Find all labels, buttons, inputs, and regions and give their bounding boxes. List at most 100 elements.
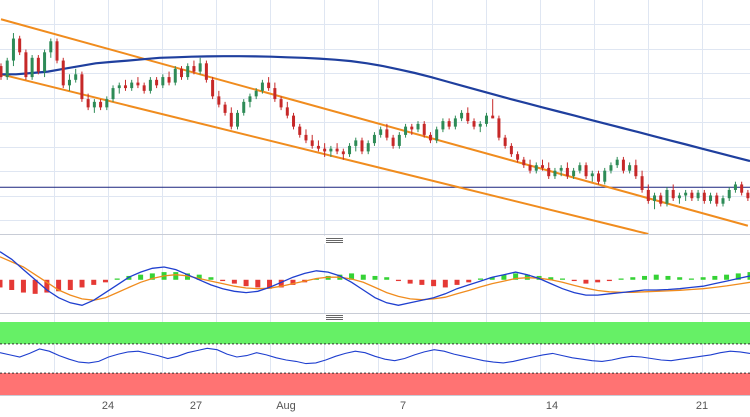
- candle: [578, 162, 582, 174]
- macd-histogram-bar: [712, 275, 718, 280]
- candle: [677, 192, 681, 204]
- candle: [242, 99, 246, 116]
- candle: [603, 167, 607, 185]
- candle: [416, 121, 420, 133]
- panel-resize-handle[interactable]: [322, 236, 346, 244]
- candle: [460, 110, 464, 122]
- macd-histogram-bar: [0, 279, 3, 288]
- candle: [80, 71, 84, 102]
- rsi-oversold-zone: [0, 373, 750, 395]
- macd-histogram-bar: [102, 279, 108, 283]
- macd-histogram-bar: [79, 279, 85, 288]
- macd-histogram-bar: [325, 275, 331, 280]
- candle: [18, 35, 22, 56]
- candle: [410, 123, 414, 135]
- rsi-overbought-zone: [0, 322, 750, 344]
- macd-histogram-bar: [630, 277, 636, 280]
- candle: [491, 99, 495, 119]
- candle: [186, 63, 190, 80]
- macd-histogram-bar: [477, 278, 483, 280]
- candle: [236, 110, 240, 130]
- macd-histogram-bar: [290, 279, 296, 285]
- candle: [447, 118, 451, 130]
- macd-histogram-bar: [395, 279, 401, 282]
- candle: [628, 162, 632, 174]
- candle: [534, 162, 538, 174]
- macd-histogram-bar: [267, 279, 273, 289]
- candle: [653, 192, 657, 210]
- candle: [99, 99, 103, 111]
- macd-histogram-bar: [595, 279, 601, 283]
- x-tick-label: 24: [102, 400, 114, 412]
- candle: [173, 66, 177, 86]
- candle: [5, 57, 9, 80]
- candle: [702, 189, 706, 204]
- candle: [516, 151, 520, 163]
- macd-histogram-bar: [513, 273, 519, 280]
- candle: [49, 38, 53, 58]
- candle: [547, 162, 551, 179]
- panel-resize-handle[interactable]: [322, 314, 346, 322]
- macd-histogram-bar: [606, 279, 612, 282]
- price-panel: [0, 18, 750, 235]
- candle: [298, 123, 302, 138]
- candle: [503, 134, 507, 149]
- macd-histogram-bar: [688, 278, 694, 280]
- candle: [279, 96, 283, 111]
- macd-histogram-bar: [431, 279, 437, 287]
- candle: [74, 68, 78, 83]
- candle: [254, 88, 258, 100]
- candle: [385, 123, 389, 141]
- candle: [379, 126, 383, 138]
- candle: [198, 57, 202, 75]
- candle: [590, 170, 594, 182]
- x-tick-label: Aug: [276, 400, 296, 412]
- candle: [422, 121, 426, 138]
- candle: [24, 49, 28, 80]
- macd-histogram-bar: [653, 274, 659, 280]
- candle: [292, 112, 296, 130]
- candle: [86, 93, 90, 111]
- macd-histogram-bar: [677, 277, 683, 280]
- macd-histogram-bar: [407, 279, 413, 284]
- rsi-panel: [0, 322, 750, 395]
- candle: [43, 49, 47, 78]
- candle: [684, 189, 688, 201]
- candle: [285, 101, 289, 119]
- macd-histogram-bar: [642, 275, 648, 280]
- candle: [36, 55, 40, 75]
- macd-histogram-bar: [278, 279, 284, 288]
- candle: [478, 121, 482, 133]
- candle: [497, 115, 501, 141]
- candle: [572, 167, 576, 179]
- candle: [354, 137, 358, 152]
- candle: [659, 192, 663, 207]
- macd-panel: [0, 251, 750, 306]
- macd-histogram-bar: [220, 279, 226, 282]
- macd-histogram-bar: [419, 279, 425, 285]
- candle: [522, 156, 526, 168]
- candle: [453, 115, 457, 130]
- candle: [565, 162, 569, 179]
- candle: [727, 187, 731, 201]
- candle: [117, 82, 121, 94]
- macd-histogram-bar: [196, 274, 202, 280]
- candle: [67, 74, 71, 91]
- macd-histogram-bar: [466, 279, 472, 283]
- candle: [341, 148, 345, 160]
- candle: [229, 107, 233, 130]
- candle: [348, 143, 352, 157]
- candle: [55, 38, 59, 64]
- candle: [0, 63, 3, 80]
- candle: [30, 55, 34, 80]
- candle: [211, 77, 215, 100]
- candle: [148, 77, 152, 94]
- candle: [740, 181, 744, 196]
- candle: [260, 79, 264, 94]
- candle: [130, 79, 134, 91]
- candle: [665, 187, 669, 207]
- candle: [310, 134, 314, 149]
- candle: [304, 129, 308, 144]
- macd-histogram-bar: [173, 272, 179, 280]
- macd-histogram-bar: [372, 275, 378, 280]
